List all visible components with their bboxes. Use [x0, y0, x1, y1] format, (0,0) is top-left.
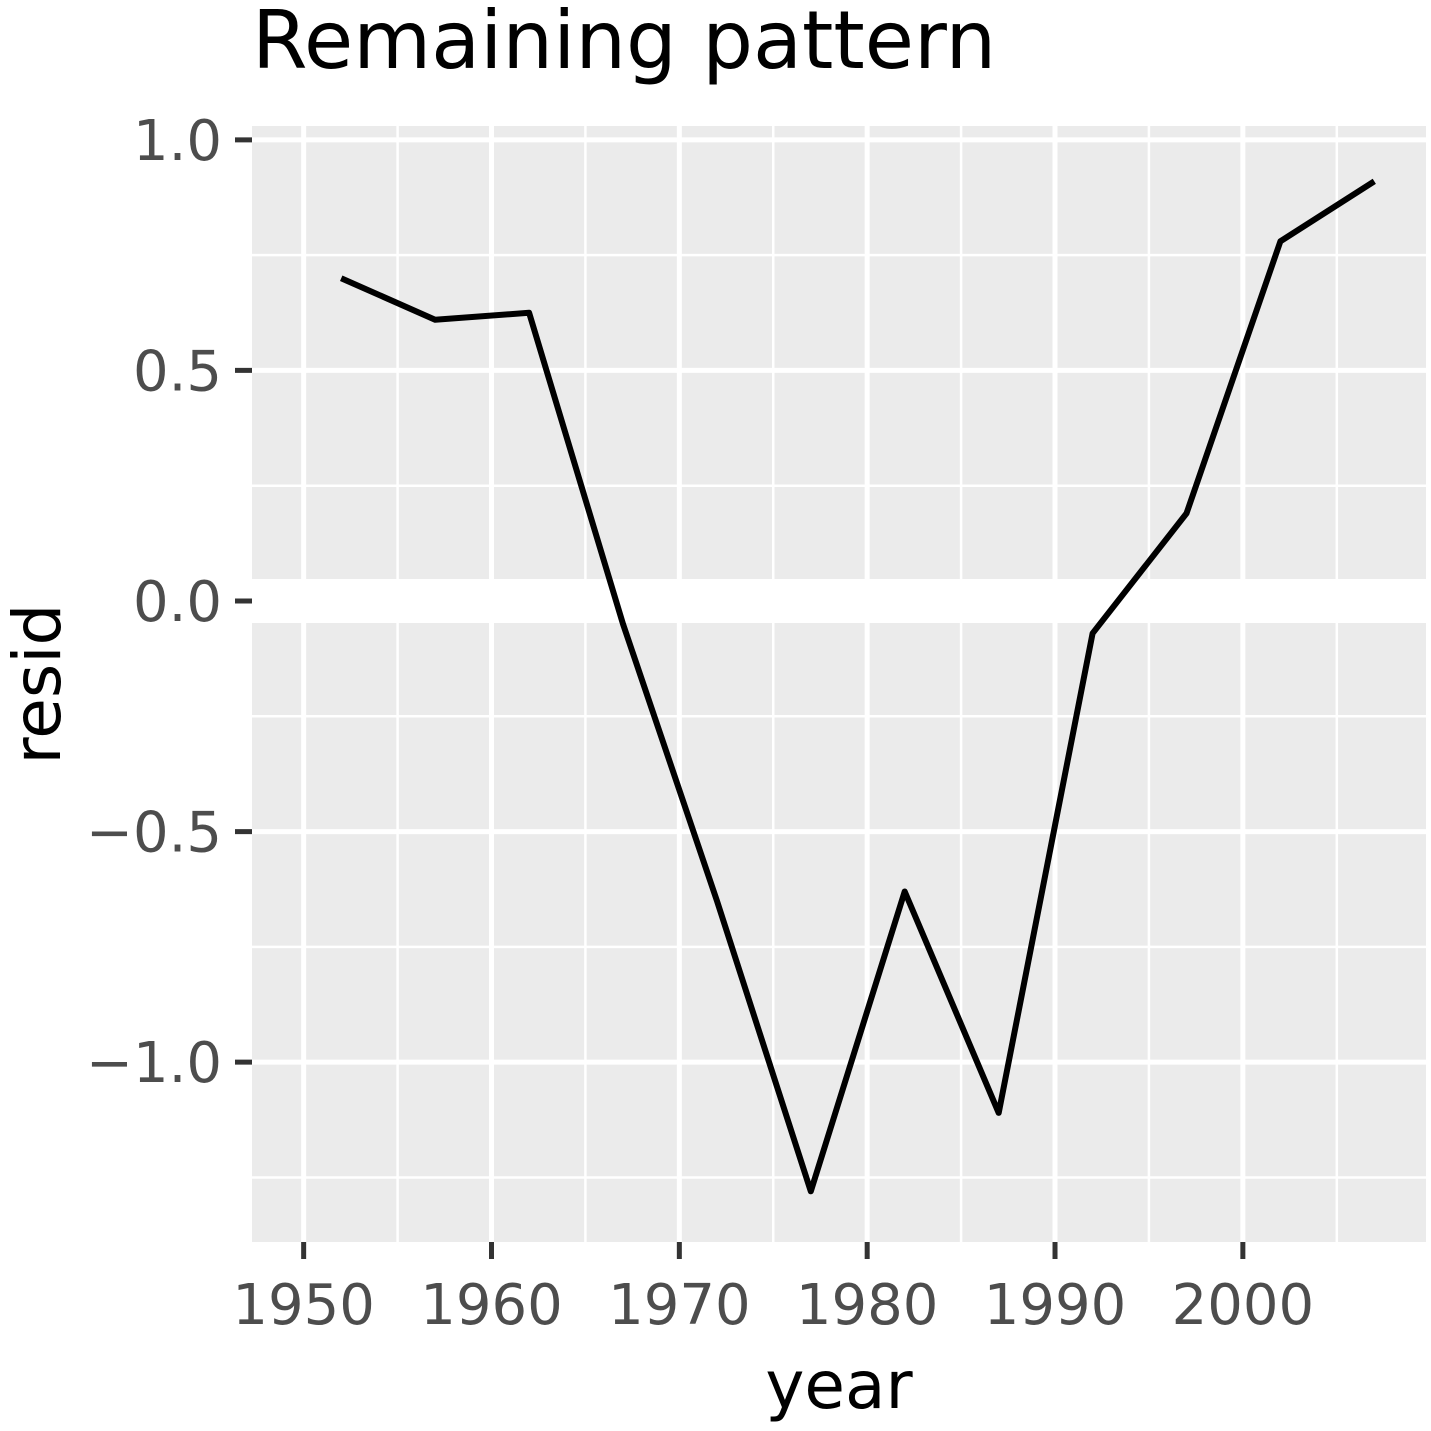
chart-title: Remaining pattern	[252, 0, 996, 87]
y-tick-label: 0.0	[133, 570, 222, 635]
x-tick-label: 1960	[420, 1273, 563, 1338]
x-axis-title: year	[765, 1347, 913, 1424]
x-tick-label: 2000	[1172, 1273, 1315, 1338]
x-tick-label: 1970	[608, 1273, 751, 1338]
y-tick-label: 0.5	[133, 339, 222, 404]
x-tick-label: 1950	[232, 1273, 375, 1338]
y-axis-title: resid	[0, 604, 76, 765]
minor-gridlines	[252, 126, 1426, 1242]
series-layer	[339, 178, 1376, 1195]
y-axis: −1.0 −0.5 0.0 0.5 1.0	[86, 109, 252, 1096]
y-tick-label: −0.5	[86, 801, 222, 866]
major-gridlines	[252, 126, 1426, 1242]
y-tick-label: −1.0	[86, 1031, 222, 1096]
x-axis: 1950 1960 1970 1980 1990 2000	[232, 1242, 1314, 1338]
plot-panel	[252, 126, 1426, 1242]
series-line-0	[339, 178, 1376, 1195]
x-tick-label: 1990	[984, 1273, 1127, 1338]
x-tick-label: 1980	[796, 1273, 939, 1338]
y-tick-label: 1.0	[133, 109, 222, 174]
